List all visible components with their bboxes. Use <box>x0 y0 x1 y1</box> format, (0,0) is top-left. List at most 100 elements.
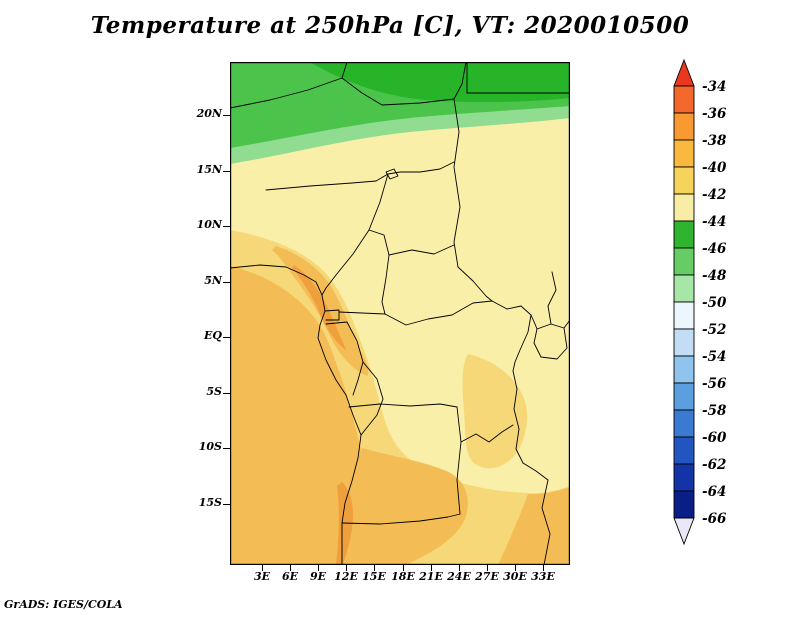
colorbar: -34 -36 -38 -40 -42 -44 -46 -48 -50 -52 -54 -56 -58 -… <box>672 56 797 561</box>
x-axis-tick <box>318 565 320 571</box>
country-borders <box>230 62 570 565</box>
colorbar-arrow-up <box>673 58 695 87</box>
colorbar-label: -50 <box>702 295 727 311</box>
algeria-niger-border <box>230 62 348 109</box>
egypt-sudan-border <box>466 62 570 94</box>
colorbar-svg: -34 -36 -38 -40 -42 -44 -46 -48 -50 -52 -54 -56 -58 -… <box>673 58 727 546</box>
colorbar-label: -60 <box>702 430 727 446</box>
colorbar-label: -58 <box>702 403 727 419</box>
temperature-map <box>230 62 570 565</box>
x-axis-label: 27E <box>475 570 499 583</box>
colorbar-label: -54 <box>702 349 726 365</box>
colorbar-segment <box>673 85 695 114</box>
colorbar-label: -44 <box>702 214 726 230</box>
colorbar-arrow-down <box>673 517 695 546</box>
map-frame <box>230 62 570 565</box>
y-axis-tick <box>223 282 230 284</box>
colorbar-segment <box>673 355 695 384</box>
colorbar-segment <box>673 112 695 141</box>
colorbar-segment <box>673 409 695 438</box>
cameroon-south-border <box>338 311 386 315</box>
lake-chad-outline <box>385 168 399 180</box>
sudan-car-border <box>457 266 493 302</box>
colorbar-label: -52 <box>702 322 726 338</box>
x-axis-tick <box>459 565 461 571</box>
y-axis-tick <box>223 171 230 173</box>
lake-victoria-outline <box>533 323 568 360</box>
x-axis-tick <box>262 565 264 571</box>
x-axis-tick <box>515 565 517 571</box>
lake-tanganyika-border <box>512 370 524 464</box>
y-axis-tick <box>223 504 230 506</box>
x-axis-tick <box>543 565 545 571</box>
tanzania-zambia-border <box>522 462 549 481</box>
angola-east-border <box>456 406 462 515</box>
y-axis-tick <box>223 115 230 117</box>
x-axis-label: 9E <box>309 570 327 583</box>
colorbar-label: -36 <box>702 106 727 122</box>
x-axis-label: 21E <box>419 570 443 583</box>
libya-egypt-border <box>453 62 467 100</box>
y-axis-label: 10N <box>196 218 222 231</box>
angola-namibia-border <box>341 513 461 525</box>
y-axis-tick <box>223 337 230 339</box>
congo-drc-border <box>360 361 384 436</box>
contour-region-north-green-dark <box>310 62 570 103</box>
colorbar-label: -46 <box>702 241 727 257</box>
x-axis-label: 3E <box>253 570 271 583</box>
libya-niger-border <box>341 77 455 106</box>
y-axis-label: 20N <box>196 107 222 120</box>
x-axis-tick <box>403 565 405 571</box>
contour-region-southwest-orange <box>230 266 363 565</box>
y-axis-label: 5N <box>204 274 222 287</box>
zambia-drc-border <box>460 424 514 443</box>
contour-region-southeast-orange <box>498 487 570 565</box>
y-axis-label: 15N <box>196 163 222 176</box>
y-axis-label: 10S <box>198 440 222 453</box>
credit-text: GrADS: IGES/COLA <box>4 598 123 611</box>
y-axis-tick <box>223 226 230 228</box>
ubangi-river-border <box>384 300 532 326</box>
x-axis-label: 12E <box>334 570 358 583</box>
drc-angola-border <box>348 403 458 408</box>
colorbar-segment <box>673 166 695 195</box>
x-axis-tick <box>431 565 433 571</box>
colorbar-segment <box>673 193 695 222</box>
contour-region-east-yellow-patch <box>462 354 528 469</box>
cameroon-car-border <box>368 229 390 315</box>
x-axis-tick <box>346 565 348 571</box>
colorbar-label: -40 <box>702 160 727 176</box>
colorbar-label: -56 <box>702 376 727 392</box>
colorbar-segment <box>673 220 695 249</box>
colorbar-label: -66 <box>702 511 727 527</box>
colorbar-label: -34 <box>702 79 726 95</box>
contour-core-cameroon-deep-orange <box>292 265 346 350</box>
x-axis-label: 6E <box>281 570 299 583</box>
x-axis-label: 15E <box>362 570 386 583</box>
gabon-congo-border <box>325 321 364 396</box>
plot-title: Temperature at 250hPa [C], VT: 202001050… <box>90 12 690 39</box>
x-axis-label: 24E <box>447 570 471 583</box>
colorbar-segment <box>673 382 695 411</box>
colorbar-segment <box>673 463 695 492</box>
colorbar-segment <box>673 301 695 330</box>
colorbar-label: -62 <box>702 457 726 473</box>
x-axis-tick <box>374 565 376 571</box>
nigeria-cameroon-border <box>321 173 389 296</box>
x-axis-tick <box>290 565 292 571</box>
contour-region-angola-orange <box>344 448 468 565</box>
colorbar-label: -48 <box>702 268 727 284</box>
y-axis-label: 15S <box>198 496 222 509</box>
x-axis-tick <box>487 565 489 571</box>
colorbar-segment <box>673 436 695 465</box>
chad-sudan-border <box>453 98 461 268</box>
car-north-border <box>388 244 455 256</box>
y-axis-tick <box>223 448 230 450</box>
x-axis-label: 18E <box>391 570 415 583</box>
equatorial-guinea-border <box>324 309 340 321</box>
colorbar-label: -38 <box>702 133 727 149</box>
colorbar-segment <box>673 490 695 519</box>
x-axis-label: 30E <box>503 570 527 583</box>
y-axis-tick <box>223 393 230 395</box>
